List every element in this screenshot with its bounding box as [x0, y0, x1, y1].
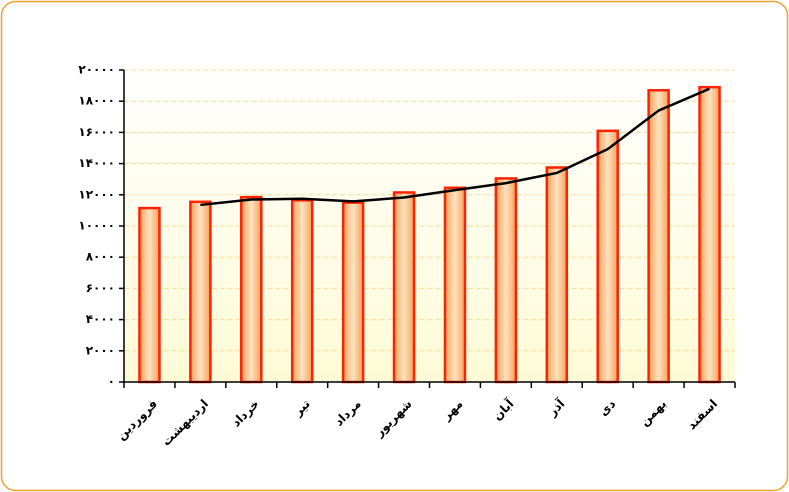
- bar: [647, 89, 670, 384]
- y-tick-label: ۱۸۰۰۰: [78, 94, 115, 108]
- bar: [596, 129, 619, 384]
- bar: [240, 195, 263, 384]
- bar: [341, 201, 365, 384]
- bar: [290, 199, 314, 384]
- y-tick-label: ۱۶۰۰۰: [78, 125, 115, 139]
- y-tick-label: ۶۰۰۰: [86, 281, 115, 295]
- y-tick-label: ۰: [108, 375, 115, 389]
- bar: [443, 186, 467, 384]
- bar: [189, 200, 212, 384]
- y-tick-label: ۱۲۰۰۰: [78, 187, 115, 201]
- y-tick-label: ۲۰۰۰: [86, 343, 115, 357]
- bar: [698, 85, 721, 384]
- bar: [494, 177, 518, 384]
- y-tick-label: ۸۰۰۰: [86, 250, 115, 264]
- line: [200, 87, 711, 207]
- bar: [545, 166, 569, 384]
- y-tick-label: ۱۴۰۰۰: [78, 156, 115, 170]
- bar: [138, 206, 161, 384]
- y-tick-label: ۱۰۰۰۰: [78, 219, 115, 233]
- y-tick-label: ۲۰۰۰۰: [78, 63, 115, 77]
- bar: [392, 191, 416, 384]
- y-tick-label: ۴۰۰۰: [86, 312, 115, 326]
